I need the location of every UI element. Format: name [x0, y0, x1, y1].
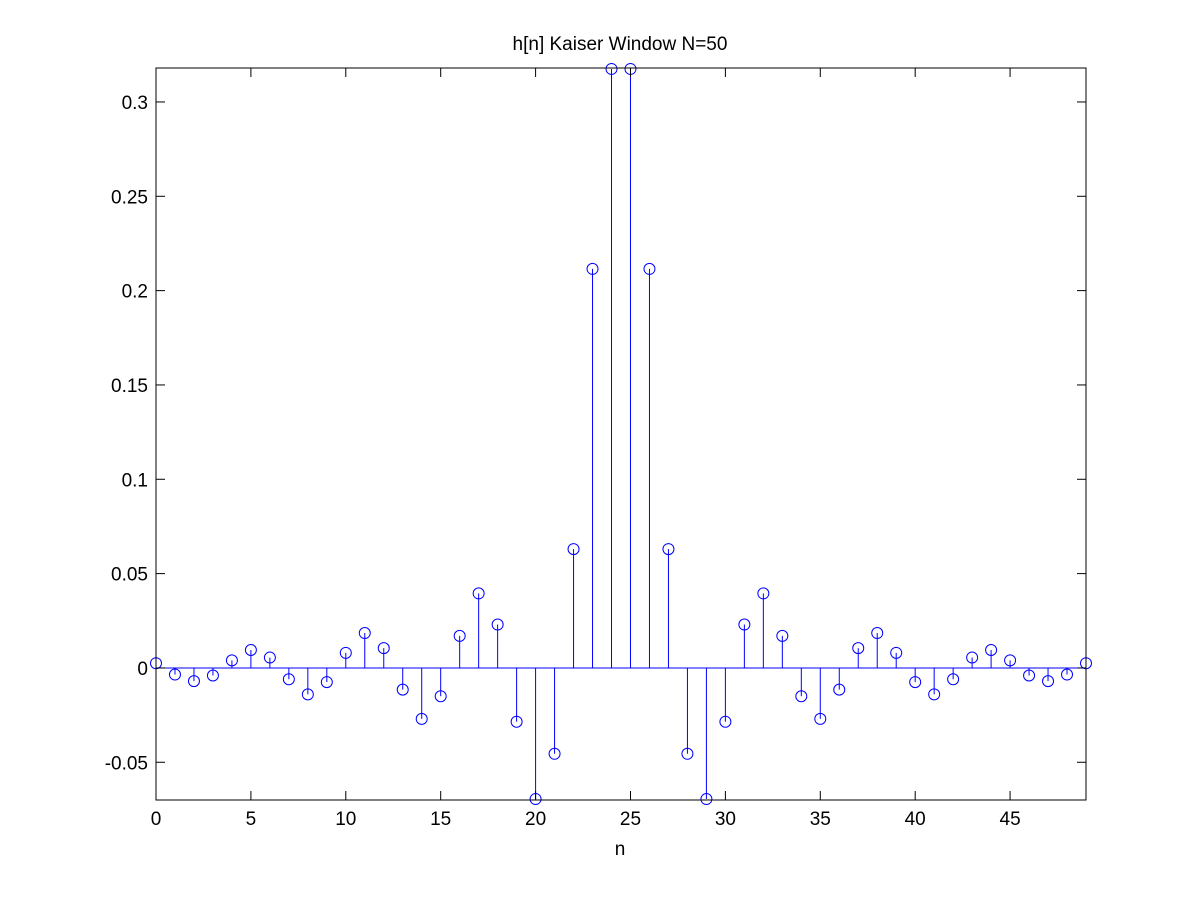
x-tick-label: 45	[1000, 809, 1021, 830]
stem-marker	[1061, 668, 1074, 681]
stem-marker	[985, 644, 998, 657]
stem-marker	[396, 683, 409, 696]
stem-marker	[605, 62, 618, 75]
y-tick-label: -0.05	[105, 753, 148, 774]
y-tick-label: 0.3	[122, 93, 148, 114]
stem-marker	[377, 642, 390, 655]
stem-marker	[434, 690, 447, 703]
stem-marker	[358, 627, 371, 640]
x-tick-label: 30	[715, 809, 736, 830]
x-tick-label: 5	[246, 809, 257, 830]
stem-marker	[510, 715, 523, 728]
stem-marker	[909, 676, 922, 689]
stem-marker	[814, 712, 827, 725]
y-tick-label: 0	[137, 659, 148, 680]
x-tick-label: 25	[620, 809, 641, 830]
x-tick-label: 40	[905, 809, 926, 830]
y-tick-label: 0.25	[111, 187, 148, 208]
stem-marker	[168, 668, 181, 681]
stem-marker	[928, 688, 941, 701]
stem-marker	[187, 675, 200, 688]
tick-labels: 0 5 10 15 20 25 30 35 40 45 -0.05 0 0.05 0.1 0.15 0.2 0.…	[105, 93, 1021, 830]
stem-marker	[1004, 654, 1017, 667]
y-tick-label: 0.1	[122, 470, 148, 491]
stem-marker	[586, 262, 599, 275]
stem-marker	[301, 688, 314, 701]
x-axis-label: n	[615, 839, 626, 860]
stem-marker	[567, 543, 580, 556]
stem-marker	[282, 673, 295, 686]
stem-marker	[719, 715, 732, 728]
stem-marker	[700, 793, 713, 806]
stem-marker	[320, 676, 333, 689]
stem-marker	[225, 654, 238, 667]
stem-marker	[491, 618, 504, 631]
stem-marker	[662, 543, 675, 556]
stem-marker	[643, 262, 656, 275]
stem-marker	[1042, 675, 1055, 688]
x-tick-label: 35	[810, 809, 831, 830]
y-tick-label: 0.15	[111, 376, 148, 397]
stem-series	[150, 62, 1092, 806]
stem-marker	[833, 683, 846, 696]
axes-box	[155, 67, 1087, 801]
stem-marker	[415, 712, 428, 725]
stem-marker	[966, 651, 979, 664]
stem-marker	[472, 587, 485, 600]
y-tick-label: 0.05	[111, 565, 148, 586]
stem-marker	[776, 629, 789, 642]
stem-marker	[206, 669, 219, 682]
stem-marker	[890, 646, 903, 659]
stem-marker	[947, 673, 960, 686]
stem-marker	[453, 629, 466, 642]
chart-title: h[n] Kaiser Window N=50	[513, 34, 728, 55]
stem-marker	[1023, 669, 1036, 682]
x-tick-label: 20	[525, 809, 546, 830]
stem-marker	[852, 642, 865, 655]
stem-marker	[339, 646, 352, 659]
stem-marker	[738, 618, 751, 631]
stem-marker	[263, 651, 276, 664]
y-tick-label: 0.2	[122, 282, 148, 303]
x-tick-label: 0	[151, 809, 162, 830]
stem-marker	[795, 690, 808, 703]
x-tick-label: 10	[335, 809, 356, 830]
stem-marker	[871, 627, 884, 640]
stem-marker	[681, 747, 694, 760]
stem-marker	[548, 747, 561, 760]
stem-marker	[757, 587, 770, 600]
x-tick-label: 15	[430, 809, 451, 830]
stem-marker	[244, 644, 257, 657]
